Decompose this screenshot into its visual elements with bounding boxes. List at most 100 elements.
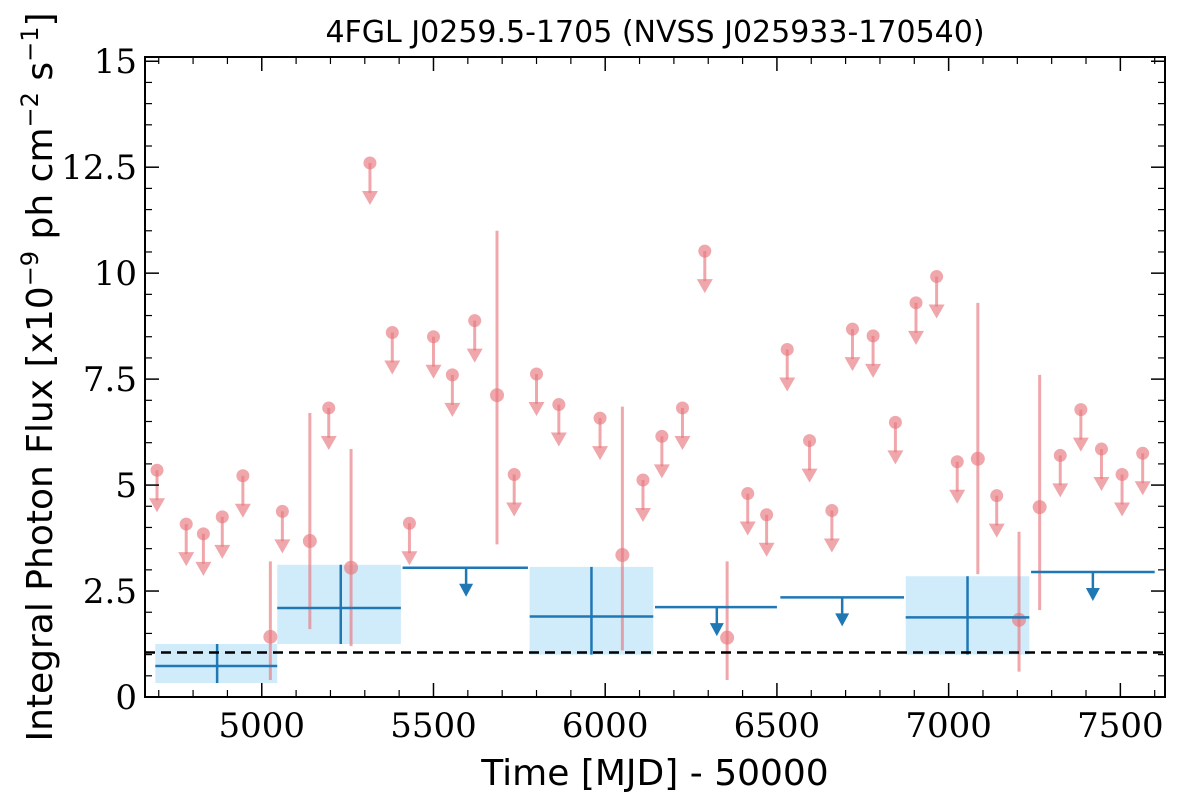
fine-upper-limit — [865, 329, 882, 378]
y-axis-label-close: ] — [20, 12, 61, 26]
fine-ul-arrow — [361, 190, 378, 205]
coarse-ul-arrow — [1085, 587, 1100, 601]
fine-upper-limit — [674, 401, 691, 450]
fine-detection — [970, 302, 985, 575]
fine-ul-point — [866, 329, 880, 343]
fine-ul-point — [675, 401, 689, 415]
fine-upper-limit — [1052, 448, 1069, 498]
fine-upper-limit — [401, 516, 418, 566]
y-axis-label-exponent: −9 — [16, 251, 44, 286]
x-tick-label: 7500 — [1077, 706, 1164, 746]
fine-upper-limit — [908, 296, 925, 345]
fine-ul-point — [1115, 467, 1129, 481]
fine-detection — [490, 230, 505, 545]
fine-ul-arrow — [528, 402, 545, 417]
fine-ul-arrow — [592, 446, 609, 461]
coarse-detection — [155, 644, 278, 684]
fine-upper-limit — [425, 330, 442, 379]
fine-upper-limit — [444, 368, 461, 417]
fine-point — [1012, 612, 1027, 627]
fine-ul-arrow — [425, 364, 442, 379]
fine-ul-arrow — [550, 432, 567, 447]
fine-ul-point — [1074, 403, 1088, 417]
x-tick-label: 5500 — [390, 706, 477, 746]
y-tick-label: 12.5 — [61, 148, 137, 188]
fine-ul-arrow — [696, 279, 713, 294]
fine-ul-point — [888, 415, 902, 429]
fine-ul-point — [363, 156, 377, 170]
fine-upper-limit — [214, 510, 231, 559]
coarse-upper-limit — [1031, 570, 1155, 601]
fine-ul-point — [1053, 448, 1067, 462]
coarse-detection — [529, 566, 654, 655]
fine-upper-limit — [274, 504, 291, 554]
fine-ul-point — [698, 244, 712, 258]
coarse-upper-limit — [655, 605, 777, 637]
fine-upper-limit — [149, 463, 166, 513]
y-tick-label: 10 — [94, 254, 137, 294]
coarse-bin-markers — [155, 564, 1155, 684]
fine-ul-arrow — [384, 360, 401, 375]
fine-upper-limit — [550, 398, 567, 447]
x-tick-label: 6500 — [734, 706, 821, 746]
fine-ul-point — [845, 322, 859, 336]
fine-point — [615, 548, 630, 563]
fine-ul-arrow — [653, 464, 670, 479]
fine-ul-arrow — [274, 539, 291, 554]
fine-ul-point — [1094, 442, 1108, 456]
fine-ul-arrow — [1052, 483, 1069, 498]
fine-ul-arrow — [949, 489, 966, 504]
fine-upper-limit — [634, 473, 651, 522]
fine-upper-limit — [988, 489, 1005, 538]
axis-ticks: 5000 5500 6000 6500 7000 7500 0 2.5 5 7.5 10 12.5 15 — [61, 42, 1165, 746]
y-axis-label-main: Integral Photon Flux [x10 — [20, 286, 61, 741]
fine-ul-arrow — [758, 542, 775, 557]
fine-ul-point — [803, 434, 817, 448]
fine-point — [344, 560, 359, 575]
fine-point — [720, 630, 735, 645]
fine-ul-arrow — [401, 551, 418, 566]
fine-upper-limit — [696, 244, 713, 294]
y-axis-label-unit: ph cm — [20, 127, 61, 250]
fine-upper-limit — [466, 314, 483, 363]
fine-upper-limit — [779, 342, 796, 392]
fine-detection — [344, 449, 359, 647]
fine-point — [970, 451, 985, 466]
coarse-detection — [905, 576, 1030, 655]
fine-detection — [1032, 374, 1047, 611]
fine-ul-point — [636, 473, 650, 487]
fine-upper-limit — [653, 429, 670, 479]
x-tick-label: 5000 — [219, 706, 306, 746]
fine-ul-point — [655, 429, 669, 443]
fine-detection — [615, 406, 630, 651]
fine-point — [1032, 500, 1047, 515]
fine-ul-arrow — [234, 503, 251, 518]
fine-ul-arrow — [506, 502, 523, 517]
fine-ul-arrow — [988, 523, 1005, 538]
fine-ul-arrow — [865, 363, 882, 378]
fine-ul-point — [950, 455, 964, 469]
fine-upper-limit — [178, 517, 195, 567]
fine-ul-arrow — [801, 468, 818, 483]
fine-detection — [302, 413, 317, 630]
fine-point — [490, 388, 505, 403]
fine-upper-limit — [528, 367, 545, 417]
y-tick-label: 7.5 — [83, 360, 137, 400]
fine-ul-point — [990, 489, 1004, 503]
fine-ul-arrow — [214, 544, 231, 559]
fine-ul-point — [760, 508, 774, 522]
coarse-ul-arrow — [835, 613, 850, 627]
fine-ul-arrow — [823, 538, 840, 553]
coarse-upper-limit — [780, 596, 904, 627]
fine-ul-point — [236, 469, 250, 483]
fine-upper-limit — [195, 527, 212, 576]
fine-ul-point — [741, 487, 755, 501]
fine-ul-arrow — [466, 348, 483, 363]
fine-ul-point — [275, 504, 289, 518]
y-axis-label-exponent-3: −1 — [16, 27, 44, 62]
coarse-ul-arrow — [459, 583, 474, 597]
fine-ul-point — [215, 510, 229, 524]
fine-ul-point — [385, 325, 399, 339]
fine-upper-limit — [592, 411, 609, 461]
fine-ul-arrow — [1134, 481, 1151, 496]
